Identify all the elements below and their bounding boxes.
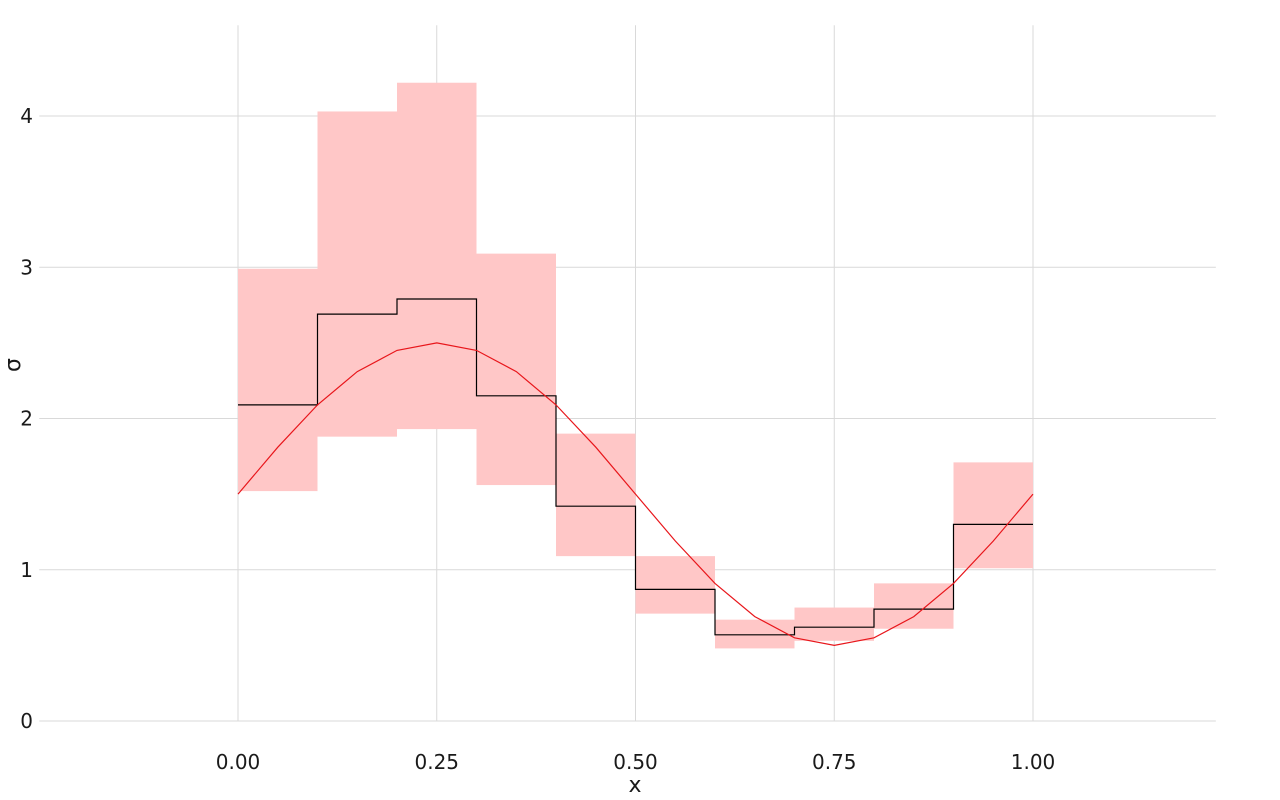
y-tick-labels: 0 1 2 3 4 — [20, 104, 33, 733]
x-tick-label: 0.50 — [613, 750, 658, 774]
confidence-band — [715, 619, 795, 649]
x-tick-label: 1.00 — [1011, 750, 1056, 774]
x-tick-label: 0.00 — [216, 750, 261, 774]
x-tick-label: 0.75 — [812, 750, 857, 774]
confidence-band — [635, 556, 715, 614]
grid-lines — [39, 25, 1216, 722]
y-axis-label: σ — [1, 358, 26, 372]
confidence-band — [953, 462, 1033, 569]
x-tick-labels: 0.00 0.25 0.50 0.75 1.00 — [216, 750, 1056, 774]
confidence-band — [794, 607, 874, 641]
true-sigma-curve — [237, 342, 1034, 647]
y-tick-label: 0 — [20, 709, 33, 733]
confidence-band — [317, 111, 397, 437]
confidence-band — [397, 82, 477, 430]
true-curve-group — [237, 342, 1034, 647]
estimate-step-line — [238, 298, 1033, 636]
x-axis-label: x — [628, 773, 641, 798]
confidence-band — [874, 583, 954, 629]
estimate-step-line-group — [238, 298, 1033, 636]
y-tick-label: 3 — [20, 255, 33, 279]
y-tick-label: 4 — [20, 104, 33, 128]
y-tick-label: 1 — [20, 558, 33, 582]
confidence-bands — [238, 82, 1033, 649]
x-tick-label: 0.25 — [414, 750, 459, 774]
confidence-band — [238, 268, 318, 492]
y-tick-label: 2 — [20, 407, 33, 431]
confidence-band — [556, 433, 636, 557]
confidence-band — [476, 253, 556, 486]
